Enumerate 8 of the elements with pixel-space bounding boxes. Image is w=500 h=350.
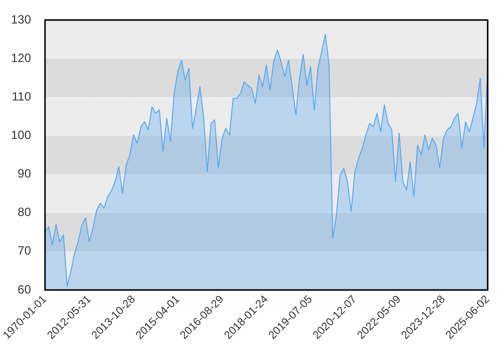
y-tick-label: 120 (10, 50, 32, 65)
y-tick-label: 100 (10, 128, 32, 142)
y-tick-label: 60 (18, 282, 32, 296)
y-tick-label: 80 (18, 205, 32, 220)
y-tick-label: 70 (18, 244, 32, 258)
y-tick-label: 110 (12, 89, 32, 104)
y-tick-label: 130 (10, 12, 32, 26)
y-tick-label: 90 (18, 166, 32, 181)
